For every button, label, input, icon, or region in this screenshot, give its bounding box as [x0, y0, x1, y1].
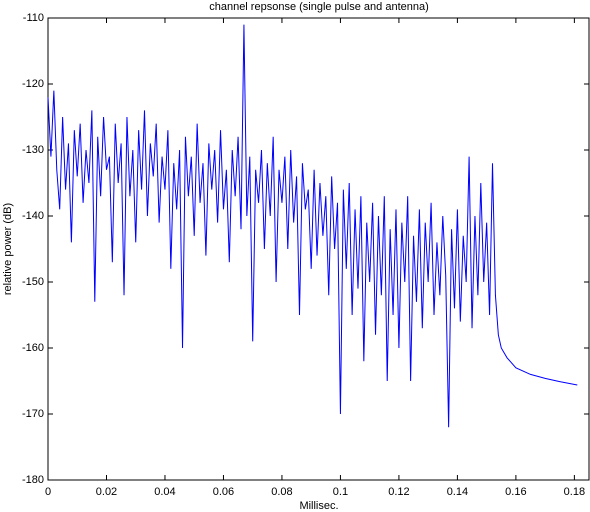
x-tick-label: 0.1 — [333, 486, 348, 498]
y-tick-label: -120 — [22, 78, 44, 90]
y-tick-label: -130 — [22, 144, 44, 156]
chart-title: channel repsonse (single pulse and anten… — [209, 1, 429, 13]
x-tick-label: 0.02 — [96, 486, 117, 498]
y-tick-label: -140 — [22, 210, 44, 222]
y-tick-label: -170 — [22, 408, 44, 420]
y-tick-label: -150 — [22, 276, 44, 288]
y-tick-label: -110 — [23, 12, 44, 24]
x-tick-label: 0.14 — [447, 486, 468, 498]
x-tick-label: 0 — [45, 486, 51, 498]
data-line — [47, 24, 578, 428]
x-axis-label: Millisec. — [299, 500, 338, 512]
x-tick-label: 0.04 — [154, 486, 175, 498]
x-tick-label: 0.18 — [564, 486, 585, 498]
plot-frame — [47, 17, 590, 481]
y-axis-label: relative power (dB) — [2, 203, 14, 295]
x-tick-label: 0.12 — [388, 486, 409, 498]
x-tick-label: 0.16 — [505, 486, 526, 498]
x-tick-label: 0.08 — [271, 486, 292, 498]
y-tick-label: -180 — [22, 474, 44, 486]
x-tick-label: 0.06 — [213, 486, 234, 498]
y-tick-label: -160 — [22, 342, 44, 354]
